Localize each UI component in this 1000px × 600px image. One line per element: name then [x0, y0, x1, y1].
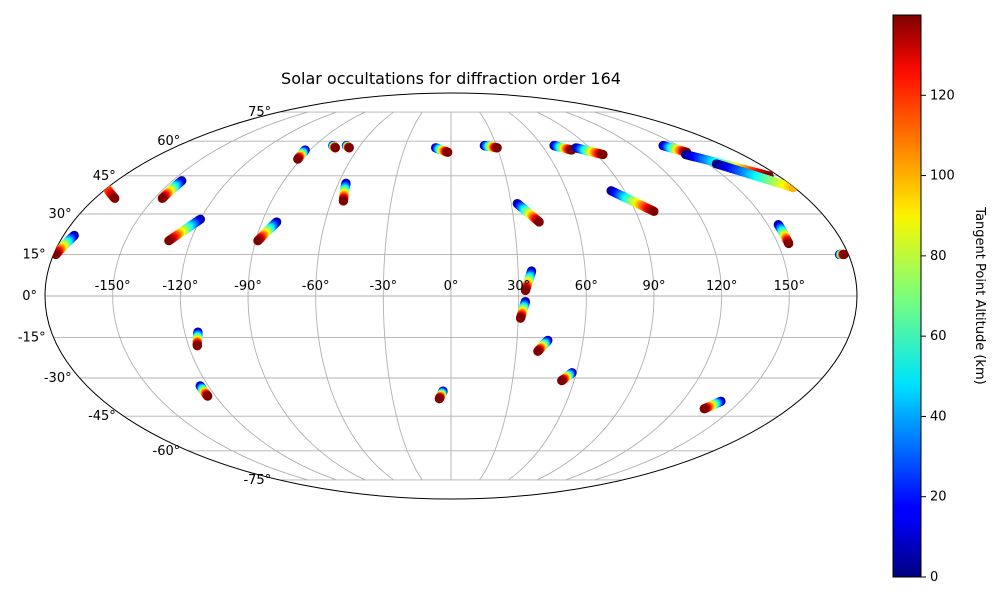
lon-tick-label: 30° [507, 279, 530, 294]
lat-tick-label: 30° [49, 207, 72, 222]
track-point [492, 143, 502, 153]
occultation-track [430, 143, 453, 157]
occultation-track [773, 220, 794, 249]
track-point [110, 193, 120, 203]
lat-tick-label: -75° [243, 473, 271, 488]
graticule [45, 111, 857, 481]
lon-tick-label: -30° [369, 279, 397, 294]
track-point [534, 217, 544, 227]
track-point [788, 183, 798, 193]
occultation-track [834, 249, 849, 260]
occultation-track [520, 266, 537, 296]
track-point [443, 147, 453, 157]
colorbar-tick-label: 80 [930, 249, 947, 264]
track-point [533, 346, 543, 356]
occultation-track [699, 396, 726, 414]
occultation-track [157, 176, 187, 203]
occultation-track [338, 178, 351, 206]
lat-tick-label: 45° [93, 169, 116, 184]
lon-tick-label: 60° [575, 279, 598, 294]
occultation-track [293, 145, 310, 164]
colorbar-tick-label: 0 [930, 570, 938, 585]
track-point [598, 149, 608, 160]
lat-tick-label: 0° [22, 289, 37, 304]
occultation-track [195, 381, 213, 401]
occultation-track [512, 198, 544, 227]
lat-tick-label: -30° [44, 371, 72, 386]
colorbar-gradient [892, 14, 922, 578]
lon-tick-label: -60° [302, 279, 330, 294]
occultation-track [164, 214, 206, 246]
colorbar-label: Tangent Point Altitude (km) [972, 206, 987, 384]
lat-tick-label: -45° [88, 409, 116, 424]
track-point [839, 249, 849, 260]
track-point [515, 313, 526, 323]
lat-tick-label: 15° [23, 247, 46, 262]
lon-tick-label: 90° [642, 279, 665, 294]
track-point [293, 154, 303, 164]
lon-tick-label: -120° [162, 279, 198, 294]
occultation-tracks [51, 140, 849, 414]
lat-tick-label: 60° [157, 134, 180, 149]
lon-tick-label: 0° [444, 279, 459, 294]
occultation-track [51, 230, 79, 260]
occultation-track [328, 140, 340, 153]
track-point [699, 404, 709, 414]
lat-tick-label: 75° [248, 105, 271, 120]
occultation-track [479, 140, 502, 153]
longitude-tick-labels: -150° -120° -90° -60° -30° 0° 30° 60° 90° 120° 150… [95, 279, 805, 294]
colorbar: 0 20 40 60 80 100 120 Tangent Point Altitude (… [892, 14, 987, 585]
track-point [253, 236, 263, 246]
lon-tick-label: -150° [95, 279, 131, 294]
occultation-track [341, 140, 354, 153]
track-point [330, 143, 340, 153]
track-point [784, 238, 794, 249]
lon-tick-label: 120° [706, 279, 737, 294]
occultation-track [253, 217, 282, 246]
colorbar-tick-label: 20 [930, 490, 947, 505]
track-point [203, 391, 213, 401]
colorbar-tick-label: 120 [930, 88, 955, 103]
track-point [557, 376, 567, 386]
map-outline [44, 92, 858, 500]
track-point [344, 143, 354, 153]
track-point [520, 285, 531, 296]
lat-tick-label: -60° [153, 444, 181, 459]
occultation-track [571, 143, 608, 160]
track-point [338, 196, 348, 206]
track-point [51, 249, 61, 260]
occultation-track [434, 386, 448, 404]
colorbar-tick-label: 40 [930, 409, 947, 424]
track-point [649, 206, 659, 216]
occultation-track [102, 159, 798, 203]
colorbar-tick-label: 100 [930, 169, 955, 184]
occultation-track [606, 186, 659, 216]
lat-tick-label: -15° [18, 331, 46, 346]
colorbar-tick-label: 60 [930, 329, 947, 344]
chart-title: Solar occultations for diffraction order… [281, 69, 621, 88]
lon-tick-label: -90° [234, 279, 262, 294]
lon-tick-label: 150° [774, 279, 805, 294]
occultation-track [557, 368, 577, 386]
latitude-tick-labels: 75° 60° 45° 30° 15° 0° -15° -30° -45° -60° -75° [18, 105, 271, 488]
occultation-track [192, 327, 203, 351]
colorbar-ticks: 0 20 40 60 80 100 120 [921, 88, 955, 585]
track-point [434, 394, 444, 404]
track-point [192, 341, 202, 351]
track-point [164, 236, 174, 246]
occultation-track [515, 296, 531, 323]
track-point [157, 193, 167, 203]
occultation-track [533, 335, 553, 356]
